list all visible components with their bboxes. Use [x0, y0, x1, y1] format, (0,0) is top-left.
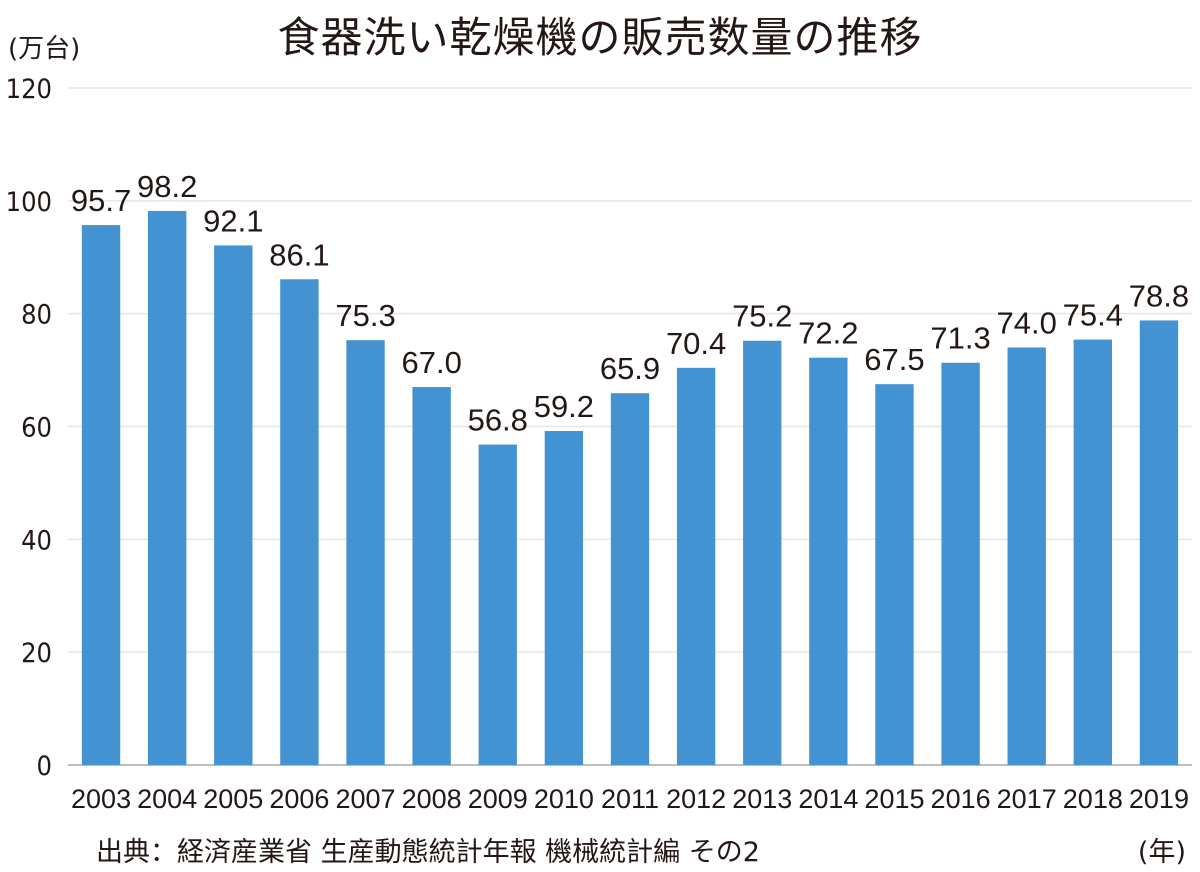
x-axis-unit-label: (年)	[1137, 837, 1186, 868]
x-tick-label: 2005	[203, 784, 263, 814]
bar	[809, 357, 848, 765]
x-tick-label: 2014	[798, 784, 858, 814]
x-tick-label: 2011	[601, 784, 659, 814]
x-tick-label: 2013	[732, 784, 792, 814]
data-label: 71.3	[930, 321, 990, 356]
bar	[676, 367, 716, 765]
data-label: 70.4	[666, 326, 726, 361]
bar	[81, 225, 121, 765]
x-tick-label: 2019	[1129, 784, 1189, 814]
y-tick-label: 60	[21, 413, 52, 444]
data-label: 78.8	[1129, 278, 1189, 313]
data-label: 92.1	[203, 203, 263, 238]
bar	[941, 362, 980, 765]
y-tick-label: 20	[21, 638, 52, 669]
bar	[148, 210, 187, 765]
chart-title: 食器洗い乾燥機の販売数量の推移	[277, 13, 923, 62]
data-label: 75.3	[335, 298, 395, 333]
x-tick-label: 2008	[402, 784, 462, 814]
y-tick-label: 0	[37, 751, 52, 782]
data-label: 59.2	[534, 389, 594, 424]
data-label: 72.2	[798, 316, 858, 351]
data-label: 67.0	[401, 345, 461, 380]
bar	[544, 431, 584, 765]
y-tick-label: 40	[21, 525, 52, 556]
y-tick-label: 120	[6, 74, 52, 105]
data-label: 74.0	[997, 306, 1057, 341]
data-label: 95.7	[71, 183, 131, 218]
x-tick-label: 2012	[666, 784, 726, 814]
data-label: 98.2	[137, 169, 197, 204]
x-tick-label: 2009	[468, 784, 528, 814]
data-label: 75.4	[1063, 298, 1123, 333]
bar	[875, 384, 914, 765]
data-label: 65.9	[600, 351, 660, 386]
bar	[1073, 339, 1112, 765]
x-tick-label: 2006	[269, 784, 329, 814]
data-label: 56.8	[468, 403, 528, 438]
x-tick-label: 2017	[997, 784, 1057, 814]
y-axis-unit-label: (万台)	[8, 34, 81, 64]
data-label: 86.1	[269, 237, 329, 272]
bar	[1139, 320, 1179, 765]
y-tick-label: 100	[6, 187, 52, 218]
x-tick-label: 2004	[137, 784, 197, 814]
x-tick-label: 2007	[335, 784, 395, 814]
bar	[412, 387, 451, 765]
x-tick-label: 2016	[931, 784, 991, 814]
data-label: 75.2	[732, 299, 792, 334]
y-tick-label: 80	[21, 300, 52, 331]
data-label: 67.5	[864, 342, 924, 377]
bar	[280, 279, 319, 765]
source-note: 出典：経済産業省 生産動態統計年報 機械統計編 その2	[96, 837, 760, 868]
x-tick-label: 2018	[1063, 784, 1123, 814]
bar	[214, 245, 253, 766]
bar	[1007, 347, 1046, 765]
bar	[478, 444, 517, 765]
x-tick-label: 2003	[71, 784, 131, 814]
x-tick-label: 2010	[534, 784, 594, 814]
bar	[743, 340, 782, 765]
bar	[610, 393, 650, 765]
x-tick-label: 2015	[864, 784, 924, 814]
bar	[346, 340, 385, 765]
